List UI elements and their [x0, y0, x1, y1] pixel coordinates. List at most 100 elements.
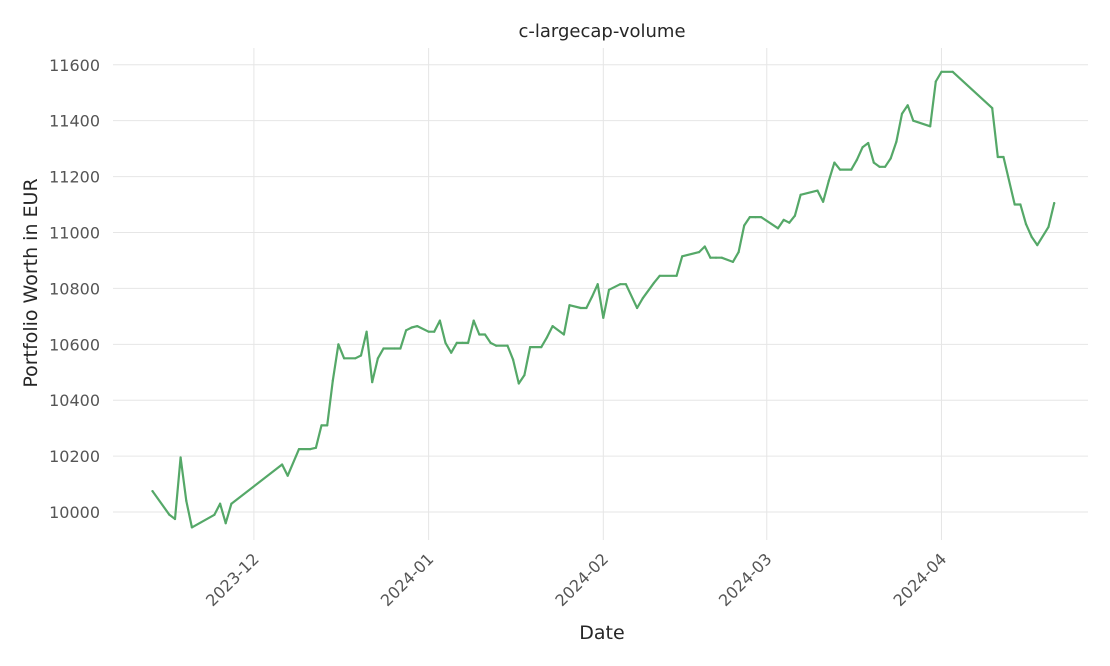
data-point: [489, 341, 492, 344]
grid-lines: [113, 48, 1088, 540]
data-point: [371, 381, 374, 384]
data-point: [793, 214, 797, 217]
data-point: [314, 446, 317, 449]
data-point: [179, 456, 182, 459]
data-point: [286, 474, 289, 477]
data-point: [703, 245, 706, 248]
data-point: [517, 382, 520, 385]
data-point: [213, 513, 216, 516]
y-tick-label: 11200: [49, 168, 100, 187]
data-point: [230, 502, 233, 505]
data-point: [996, 155, 999, 159]
data-point: [1047, 225, 1050, 228]
data-point: [551, 325, 554, 328]
y-tick-label: 11600: [49, 56, 100, 75]
data-point: [754, 216, 757, 219]
data-point: [405, 329, 408, 332]
data-point: [382, 347, 385, 350]
data-point: [1013, 203, 1016, 206]
data-point: [320, 424, 323, 427]
y-tick-label: 10200: [49, 447, 100, 466]
data-point: [607, 288, 611, 291]
data-point: [219, 502, 222, 505]
data-point: [652, 281, 656, 284]
data-point: [675, 274, 678, 277]
x-axis-label: Date: [579, 622, 624, 644]
data-point: [991, 107, 994, 110]
data-point: [900, 112, 904, 115]
data-point: [748, 216, 751, 219]
data-point: [354, 357, 357, 360]
data-point: [799, 193, 802, 196]
data-point: [602, 316, 605, 319]
data-point: [359, 354, 363, 357]
data-point: [596, 283, 599, 286]
data-point: [1024, 223, 1028, 226]
data-point: [1036, 244, 1039, 247]
x-tick-label: 2023-12: [202, 549, 263, 610]
data-point: [579, 306, 582, 310]
data-point: [562, 333, 566, 336]
data-point: [511, 358, 515, 361]
data-point: [838, 168, 842, 171]
data-point: [495, 344, 498, 347]
data-point: [461, 341, 464, 344]
y-tick-label: 10400: [49, 391, 100, 410]
data-point: [1053, 202, 1056, 205]
data-point: [720, 256, 723, 259]
data-point: [850, 168, 853, 171]
data-point: [776, 227, 780, 230]
data-point: [590, 295, 594, 298]
data-point: [737, 251, 740, 254]
data-point: [540, 346, 543, 349]
series-layer: [151, 70, 1056, 529]
data-point: [636, 306, 639, 310]
data-point: [698, 251, 701, 254]
data-point: [658, 274, 661, 277]
y-tick-label: 11000: [49, 224, 100, 243]
data-point: [399, 347, 402, 350]
data-point: [906, 104, 909, 107]
data-point: [309, 448, 312, 451]
x-tick-label: 2024-02: [551, 549, 612, 610]
data-point: [326, 424, 329, 427]
data-point: [523, 374, 526, 377]
data-point: [1019, 203, 1022, 206]
data-point: [681, 255, 684, 258]
data-point: [895, 140, 898, 143]
data-point: [816, 189, 819, 192]
data-point: [872, 161, 875, 164]
x-tick-label: 2024-01: [377, 549, 438, 610]
data-point: [393, 347, 396, 350]
data-point: [1030, 235, 1033, 238]
data-point: [427, 330, 430, 333]
data-point: [410, 326, 413, 329]
data-point: [568, 304, 571, 307]
data-point: [827, 179, 830, 182]
data-point: [224, 522, 227, 525]
data-point: [1002, 155, 1005, 159]
y-axis-label: Portfolio Worth in EUR: [20, 178, 42, 387]
data-point: [331, 379, 334, 382]
data-point: [585, 306, 588, 310]
data-point: [861, 146, 864, 149]
data-point: [878, 165, 881, 168]
data-point: [376, 357, 379, 360]
data-point: [444, 341, 447, 344]
data-point: [889, 157, 892, 160]
data-point: [929, 125, 932, 128]
data-point: [951, 70, 954, 73]
data-point: [912, 119, 915, 122]
data-point: [934, 80, 937, 83]
data-point: [416, 325, 419, 328]
data-point: [867, 141, 870, 145]
data-point: [760, 216, 763, 219]
data-point: [450, 351, 453, 354]
data-point: [433, 330, 436, 333]
data-point: [743, 224, 746, 227]
data-point: [619, 283, 622, 286]
data-point: [624, 283, 628, 286]
y-tick-label: 10600: [49, 335, 100, 354]
y-tick-label: 10000: [49, 503, 100, 522]
data-point: [168, 513, 171, 516]
